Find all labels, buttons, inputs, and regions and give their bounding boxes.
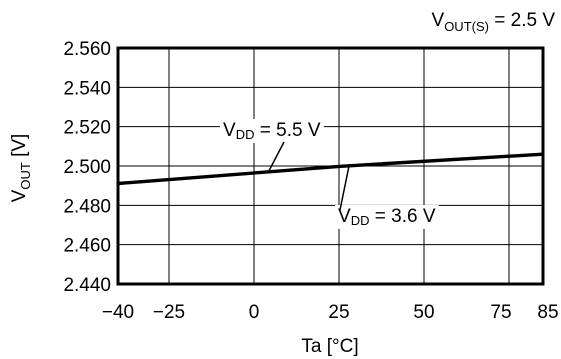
data-series (117, 152, 544, 186)
x-tick-labels: −40 −25 0 25 50 75 85 (102, 302, 559, 323)
y-tick-labels: 2.440 2.460 2.480 2.500 2.520 2.540 2.560 (63, 39, 111, 296)
condition-label: VOUT(S) = 2.5 V (432, 10, 556, 34)
y-tick-label: 2.440 (63, 275, 111, 296)
y-tick-label: 2.540 (63, 78, 111, 99)
vdd-3v6-rest: = 3.6 V (369, 206, 435, 227)
series-callouts (220, 119, 439, 229)
grid-lines (118, 48, 543, 284)
vdd-3v6-leader (339, 165, 350, 211)
condition-main: V (432, 10, 445, 31)
y-tick-label: 2.460 (63, 236, 111, 257)
y-axis-label-sub: OUT (18, 162, 33, 190)
x-tick-label: −40 (102, 302, 134, 323)
plot-frame (116, 46, 545, 286)
x-tick-label: 75 (490, 302, 511, 323)
y-tick-label: 2.520 (63, 118, 111, 139)
y-axis-label-rest: [V] (9, 134, 30, 163)
y-axis-label: VOUT [V] (9, 134, 33, 203)
series-line-2 (117, 152, 544, 186)
x-tick-label: 85 (537, 302, 558, 323)
x-axis-label: Ta [°C] (301, 336, 358, 357)
vdd-5v5-rest: = 5.5 V (254, 120, 320, 141)
condition-rest: = 2.5 V (489, 10, 555, 31)
x-tick-label: 0 (249, 302, 260, 323)
vdd-3v6-main: V (338, 206, 351, 227)
vdd-5v5-label: VDD = 5.5 V (223, 120, 321, 142)
x-tick-label: 50 (413, 302, 434, 323)
vdd-3v6-label-bg (335, 205, 439, 229)
vdd-5v5-label-bg (220, 119, 324, 143)
vdd-3v6-label: VDD = 3.6 V (338, 206, 436, 228)
y-tick-label: 2.480 (63, 196, 111, 217)
x-tick-label: 25 (328, 302, 349, 323)
vdd-5v5-sub: DD (236, 127, 255, 142)
x-tick-label: −25 (153, 302, 185, 323)
y-tick-label: 2.500 (63, 157, 111, 178)
y-tick-label: 2.560 (63, 39, 111, 60)
y-axis-label-main: V (9, 189, 30, 202)
condition-sub: OUT(S) (444, 19, 489, 34)
vdd-5v5-main: V (223, 120, 236, 141)
vdd-3v6-sub: DD (351, 213, 370, 228)
vdd-5v5-leader (267, 141, 285, 174)
